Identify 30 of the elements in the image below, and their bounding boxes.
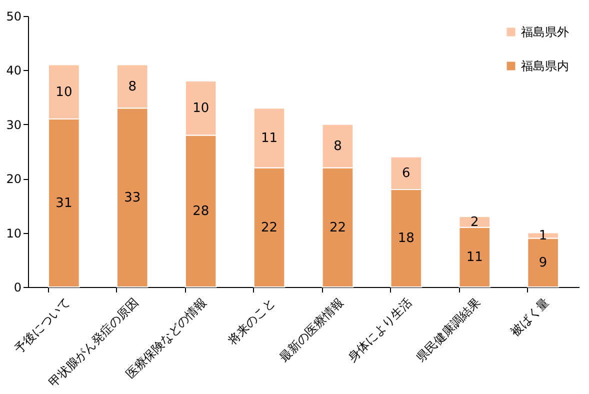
x-tick-label: 県民健康調結果 <box>414 295 484 364</box>
data-label: 18 <box>398 231 414 246</box>
y-tick-label: 30 <box>6 118 22 132</box>
data-label: 9 <box>538 256 548 271</box>
y-tick-label: 10 <box>6 226 22 240</box>
data-label: 10 <box>56 84 72 100</box>
x-tick-label: 被ばく量 <box>508 295 552 339</box>
legend-label: 福島県外 <box>521 25 569 39</box>
data-label: 11 <box>466 250 483 266</box>
legend-label: 福島県内 <box>521 59 569 73</box>
x-tick-label: 予後について <box>12 295 72 356</box>
y-tick-label: 40 <box>6 64 22 78</box>
data-label: 28 <box>192 204 210 220</box>
x-tick-label: 最新の医療情報 <box>276 295 346 364</box>
y-tick-label: 0 <box>14 280 22 294</box>
x-tick-label: 身体により生活 <box>345 295 415 364</box>
data-label: 22 <box>261 220 278 236</box>
data-label: 1 <box>538 228 548 244</box>
data-label: 2 <box>470 214 479 230</box>
y-tick-label: 20 <box>6 172 22 186</box>
data-label: 33 <box>124 190 141 206</box>
data-label: 8 <box>128 79 137 94</box>
data-label: 8 <box>334 139 342 154</box>
data-label: 10 <box>192 101 210 116</box>
data-label: 6 <box>402 166 410 182</box>
x-tick-label: 将来のこと <box>224 295 278 348</box>
data-label: 11 <box>261 130 278 146</box>
data-label: 31 <box>56 196 72 211</box>
y-tick-label: 50 <box>6 10 22 24</box>
data-label: 22 <box>329 220 346 236</box>
